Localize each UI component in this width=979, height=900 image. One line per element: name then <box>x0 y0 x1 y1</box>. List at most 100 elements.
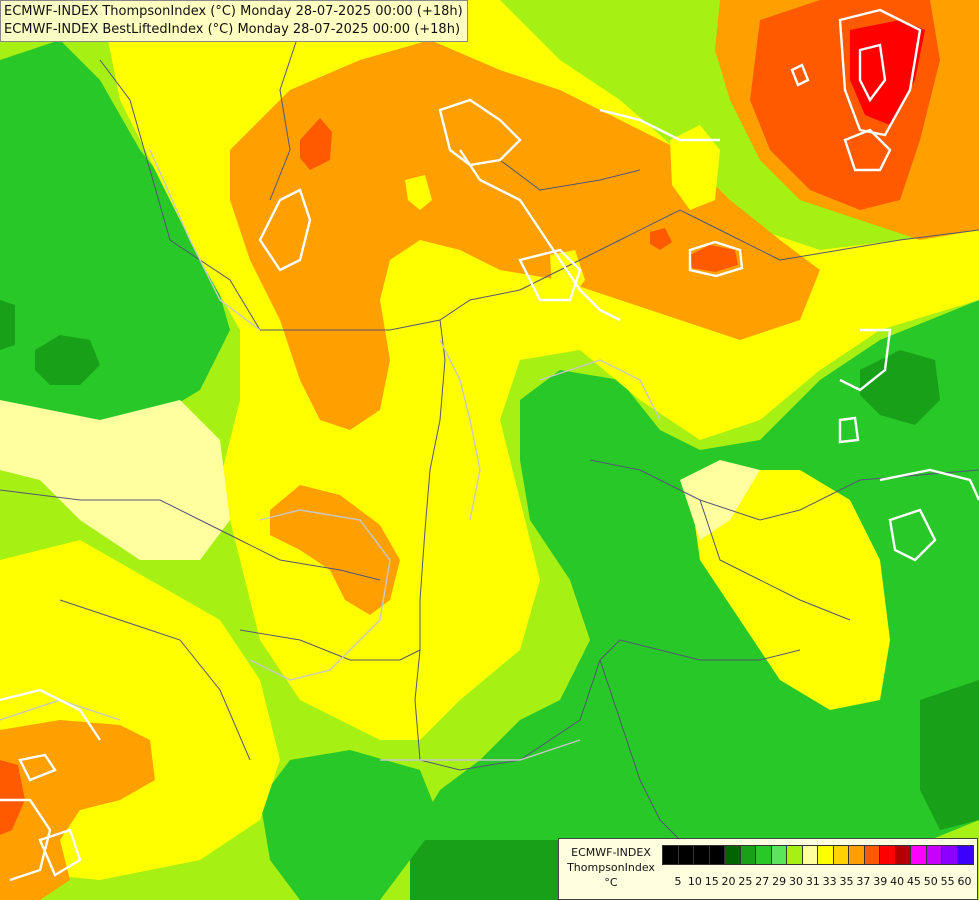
border-line <box>599 659 701 861</box>
legend-tick-label: 45 <box>906 875 921 888</box>
legend-swatch <box>817 845 834 865</box>
contour-line <box>0 798 52 882</box>
legend-swatch <box>724 845 741 865</box>
legend-swatch <box>894 845 912 865</box>
legend-tick-label: 39 <box>873 875 888 888</box>
pale-yellow-east <box>680 460 760 540</box>
contour-line <box>0 688 101 741</box>
contour-line <box>258 188 312 272</box>
legend-tick-label: 55 <box>940 875 955 888</box>
legend-tick-label: 5 <box>674 875 682 888</box>
orange-central <box>270 485 400 615</box>
legend-tick-label: 35 <box>839 875 854 888</box>
legend-tick-label: 40 <box>890 875 905 888</box>
legend-tick-label: 15 <box>704 875 719 888</box>
legend-swatch <box>677 845 695 865</box>
legend-label: ECMWF-INDEX ThompsonIndex °C <box>563 845 659 890</box>
contour-line <box>858 43 887 103</box>
legend-swatch <box>910 845 927 865</box>
legend-tick-label: 27 <box>755 875 770 888</box>
green-southeast <box>410 300 979 900</box>
boundary-line <box>539 359 661 421</box>
contour-line <box>518 248 582 302</box>
legend-label-index: ThompsonIndex <box>567 861 655 874</box>
legend-swatch <box>879 845 896 865</box>
yellow-north-pocket <box>670 125 720 210</box>
dark-green-west-edge <box>0 300 15 350</box>
legend-label-unit: °C <box>604 876 618 889</box>
orange-north <box>230 40 820 430</box>
legend-swatch <box>708 845 726 865</box>
contour-line <box>888 508 937 562</box>
dark-orange-north-spot <box>300 118 332 170</box>
orange-southwest <box>0 720 155 900</box>
border-line <box>559 209 979 271</box>
legend-swatch <box>848 845 865 865</box>
boundary-line <box>149 149 261 331</box>
yellow-north-pocket-2 <box>405 175 432 210</box>
border-line <box>414 319 446 761</box>
contour-line <box>38 828 82 877</box>
best-lifted-contours <box>0 8 979 882</box>
contour-line <box>838 8 922 137</box>
legend-tick-label: 50 <box>923 875 938 888</box>
dark-orange-southwest <box>0 760 25 835</box>
legend-tick-label: 20 <box>721 875 736 888</box>
country-borders <box>0 29 979 861</box>
contour-line <box>879 468 979 501</box>
contour-line <box>459 149 621 322</box>
legend-swatch <box>739 845 757 865</box>
legend-swatch <box>956 845 974 865</box>
dark-orange-north-spot-2 <box>690 245 738 272</box>
border-line <box>59 599 251 761</box>
dark-green-east <box>860 350 940 425</box>
dark-green-west <box>35 335 100 385</box>
legend-swatch <box>770 845 788 865</box>
green-west <box>0 40 230 430</box>
legend-swatch <box>925 845 943 865</box>
pale-yellow-band <box>0 400 230 560</box>
contour-line <box>18 753 57 782</box>
border-line <box>269 29 301 201</box>
legend-tick-label: 31 <box>805 875 820 888</box>
boundary-line <box>439 339 481 521</box>
legend-swatch <box>786 845 803 865</box>
grey-boundaries <box>0 149 661 761</box>
map-title-bestlifted: ECMWF-INDEX BestLiftedIndex (°C) Monday … <box>4 22 461 37</box>
yellow-east-tongue <box>690 470 890 710</box>
dark-green-south <box>410 840 560 900</box>
legend-swatch <box>662 845 679 865</box>
legend-tick-label: 37 <box>856 875 871 888</box>
contour-line <box>839 328 892 392</box>
border-line <box>239 629 421 661</box>
legend-tick-label: 29 <box>772 875 787 888</box>
legend-label-source: ECMWF-INDEX <box>571 846 651 859</box>
contour-line <box>599 108 720 142</box>
legend-tick-label: 10 <box>687 875 702 888</box>
map-title-thompson: ECMWF-INDEX ThompsonIndex (°C) Monday 28… <box>4 4 463 19</box>
legend-ticks: 5 10 15 20 25 27 29 30 31 33 35 37 39 40 45 50 55 60 <box>662 875 972 889</box>
contour-line <box>438 98 522 167</box>
contour-line <box>843 128 892 172</box>
boundary-line <box>380 739 581 761</box>
legend-swatch <box>832 845 850 865</box>
legend-swatch <box>941 845 958 865</box>
map-title-box: ECMWF-INDEX ThompsonIndex (°C) Monday 28… <box>0 0 468 42</box>
border-line <box>699 499 851 621</box>
legend-swatch <box>801 845 819 865</box>
color-legend: ECMWF-INDEX ThompsonIndex °C 5 10 15 20 25 27… <box>558 838 978 900</box>
contour-line <box>688 240 744 278</box>
contour-line <box>790 63 810 87</box>
legend-tick-label: 30 <box>788 875 803 888</box>
contour-line <box>838 416 860 444</box>
dark-green-southeast <box>920 680 979 830</box>
border-line <box>499 159 641 191</box>
legend-swatch <box>693 845 710 865</box>
green-southwest <box>260 750 440 900</box>
border-line <box>99 59 561 331</box>
legend-tick-label: 60 <box>957 875 972 888</box>
legend-tick-label: 33 <box>822 875 837 888</box>
boundary-line <box>249 509 391 681</box>
